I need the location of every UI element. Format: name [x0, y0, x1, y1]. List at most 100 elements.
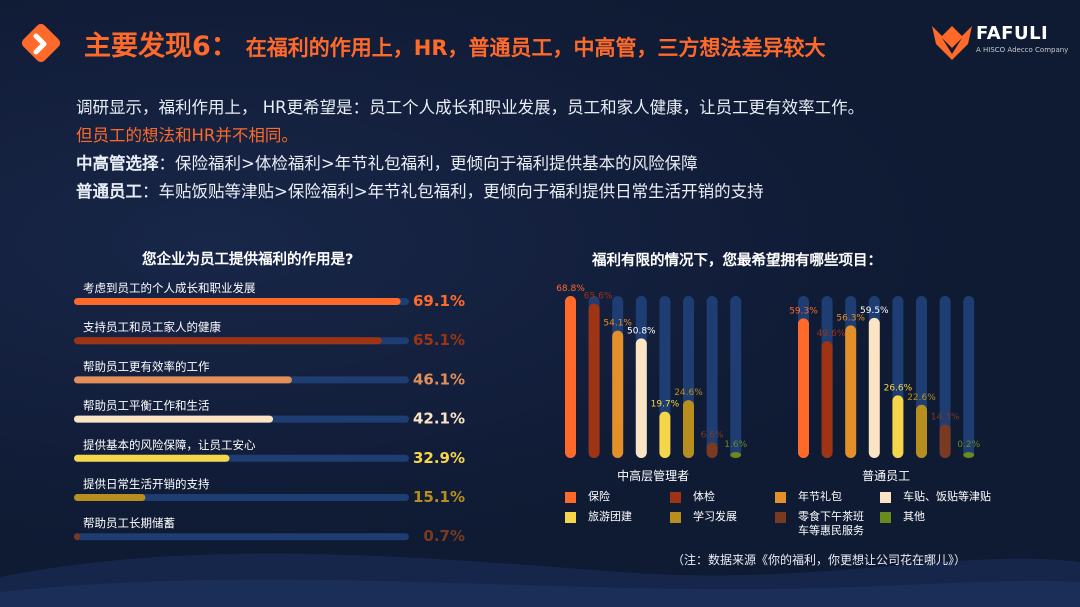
hbar-track	[74, 533, 409, 541]
hbar-row: 帮助员工长期储蓄 0.7%	[74, 516, 465, 545]
vbar-value-label: 0.2%	[957, 440, 980, 450]
legend-item: 其他	[880, 510, 925, 524]
hbar-category-label: 考虑到员工的个人成长和职业发展	[83, 281, 256, 295]
fox-logo-icon	[932, 26, 972, 60]
title-main: 主要发现6：	[84, 31, 238, 62]
vbar-bar	[730, 452, 742, 458]
hbar-bar	[74, 337, 382, 345]
vbar-bar	[659, 411, 671, 458]
hbar-bar	[74, 298, 401, 305]
vbar-track	[939, 296, 951, 458]
vbar-bar	[612, 330, 624, 458]
hbar-category-label: 帮助员工更有效率的工作	[83, 359, 210, 373]
right-chart-title: 福利有限的情况下，您最希望拥有哪些项目：	[592, 253, 882, 269]
hbar-value-label: 0.7%	[423, 527, 465, 545]
chart-legend: 保险 体检 年节礼包 车贴、饭贴等津贴旅游团建 学习发展 零食下午茶班 车等惠民服务 其他	[565, 490, 1035, 540]
vbar-value-label: 26.6%	[884, 383, 913, 393]
hbar-track	[74, 494, 409, 501]
vbar-track	[963, 296, 975, 458]
diamond-logo-icon	[21, 23, 61, 63]
staff-label: 普通员工	[76, 182, 142, 201]
legend-swatch	[670, 512, 681, 523]
legend-item: 旅游团建	[565, 510, 632, 524]
hbar-value-label: 42.1%	[413, 410, 465, 428]
vbar-value-label: 59.3%	[789, 306, 818, 316]
legend-label: 其他	[903, 510, 925, 523]
vbar-bar	[565, 296, 576, 458]
vbar-bar	[798, 318, 809, 458]
vbar-value-label: 24.6%	[674, 388, 703, 398]
vbar-value-label: 1.6%	[724, 440, 747, 450]
hbar-bar	[74, 533, 80, 541]
legend-swatch	[775, 512, 786, 523]
left-chart-title: 您企业为员工提供福利的作用是?	[142, 252, 354, 268]
vbar-value-label: 19.7%	[651, 400, 680, 410]
vbar-bar	[845, 325, 857, 458]
legend-label: 车贴、饭贴等津贴	[903, 490, 991, 503]
staff-text: ：车贴饭贴等津贴>保险福利>年节礼包福利，更倾向于福利提供日常生活开销的支持	[142, 182, 764, 201]
legend-item: 学习发展	[670, 510, 737, 524]
vbar-bar	[683, 400, 694, 458]
vbar-value-label: 59.5%	[860, 306, 889, 316]
vbar-bar	[588, 303, 600, 458]
vbar-bar	[916, 404, 927, 458]
hbar-category-label: 支持员工和员工家人的健康	[83, 320, 221, 334]
legend-label: 体检	[693, 490, 715, 503]
vbar-bar	[868, 317, 880, 458]
vbar-value-label: 54.1%	[603, 319, 632, 329]
legend-swatch	[670, 492, 681, 503]
legend-label: 零食下午茶班 车等惠民服务	[798, 510, 864, 537]
intro-line-2: 但员工的想法和HR并不相同。	[76, 126, 298, 145]
brand-name: FAFULI	[976, 23, 1049, 44]
hbar-value-label: 46.1%	[413, 370, 465, 388]
legend-label: 保险	[588, 490, 610, 503]
legend-swatch	[565, 512, 576, 523]
intro-line-4: 普通员工：车贴饭贴等津贴>保险福利>年节礼包福利，更倾向于福利提供日常生活开销的…	[76, 178, 864, 206]
exec-label: 中高管选择	[76, 154, 159, 173]
legend-item: 零食下午茶班 车等惠民服务	[775, 510, 864, 538]
vbar-value-label: 22.6%	[907, 393, 936, 403]
vbar-bar	[892, 395, 904, 458]
vbar-bar	[963, 452, 975, 458]
source-footnote: （注：数据来源《你的福利，你更想让公司花在哪儿》）	[672, 553, 967, 567]
hbar-row: 支持员工和员工家人的健康 65.1%	[74, 320, 465, 349]
brand-tagline: A HISCO Adecco Company	[976, 46, 1069, 54]
vbar-bar	[939, 424, 951, 458]
hbar-value-label: 32.9%	[413, 449, 465, 467]
hbar-bar	[74, 494, 146, 501]
title-sub: 在福利的作用上，HR，普通员工，中高管，三方想法差异较大	[245, 36, 826, 60]
hbar-category-label: 提供基本的风险保障，让员工安心	[83, 438, 256, 452]
vbar-bar	[821, 341, 833, 458]
hbar-value-label: 69.1%	[413, 292, 465, 310]
page-title: 主要发现6： 在福利的作用上，HR，普通员工，中高管，三方想法差异较大	[84, 24, 826, 63]
legend-label: 旅游团建	[588, 510, 632, 523]
legend-swatch	[880, 512, 891, 523]
vbar-group-label: 普通员工	[862, 469, 910, 483]
hbar-row: 提供基本的风险保障，让员工安心 32.9%	[74, 438, 465, 467]
hbar-row: 帮助员工平衡工作和生活 42.1%	[74, 399, 465, 428]
vbar-value-label: 56.3%	[836, 313, 865, 323]
legend-item: 保险	[565, 490, 610, 504]
legend-item: 车贴、饭贴等津贴	[880, 490, 991, 504]
intro-text: 调研显示，福利作用上， HR更希望是：员工个人成长和职业发展，员工和家人健康，让…	[76, 94, 864, 206]
vbar-value-label: 68.8%	[556, 284, 585, 294]
vbar-value-label: 6.6%	[701, 430, 724, 440]
legend-swatch	[775, 492, 786, 503]
legend-label: 年节礼包	[798, 490, 842, 503]
vbar-value-label: 50.8%	[627, 326, 656, 336]
hbar-category-label: 帮助员工长期储蓄	[83, 516, 175, 530]
vbar-value-label: 14.3%	[931, 412, 960, 422]
hbar-bar	[74, 415, 274, 423]
hbar-row: 考虑到员工的个人成长和职业发展 69.1%	[74, 281, 465, 310]
legend-item: 体检	[670, 490, 715, 504]
hbar-bar	[74, 454, 230, 462]
exec-text: ：保险福利>体检福利>年节礼包福利，更倾向于福利提供基本的风险保障	[158, 154, 698, 173]
hbar-bar	[74, 376, 292, 384]
legend-swatch	[880, 492, 891, 503]
hbar-row: 帮助员工更有效率的工作 46.1%	[74, 359, 465, 388]
hbar-value-label: 15.1%	[413, 488, 465, 506]
preferred-benefits-chart: 68.8%65.6% 54.1%50.8% 19.7% 24.6% 6.6%1.6% 中高…	[556, 284, 980, 483]
hbar-category-label: 提供日常生活开销的支持	[83, 477, 210, 491]
intro-line-1: 调研显示，福利作用上， HR更希望是：员工个人成长和职业发展，员工和家人健康，让…	[76, 98, 865, 117]
legend-item: 年节礼包	[775, 490, 842, 504]
